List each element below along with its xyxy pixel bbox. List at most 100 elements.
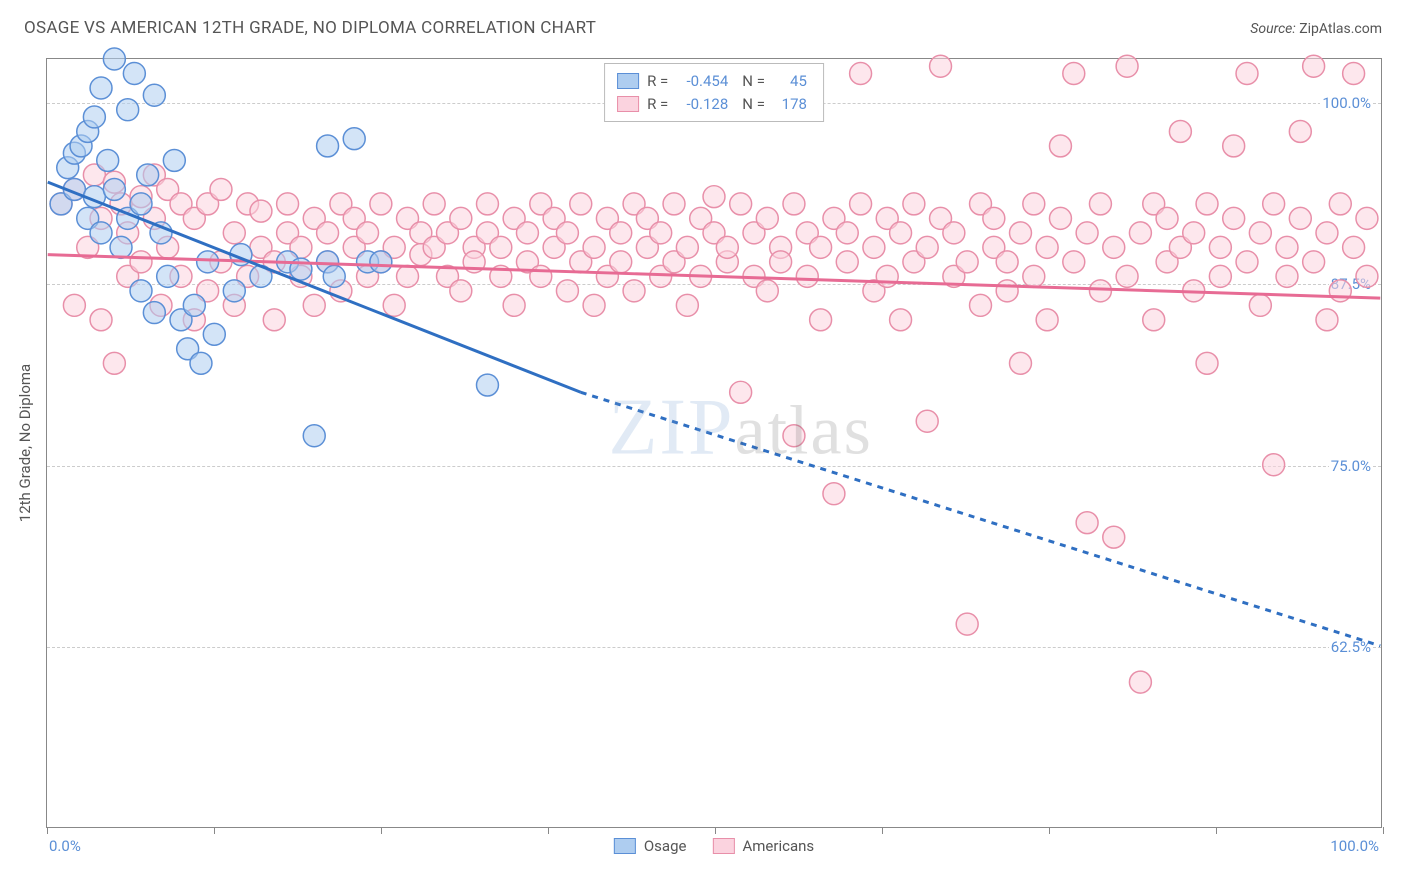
data-point xyxy=(183,294,205,316)
data-point xyxy=(650,222,672,244)
data-point xyxy=(1223,135,1245,157)
data-point xyxy=(223,222,245,244)
data-point xyxy=(756,280,778,302)
page-title: OSAGE VS AMERICAN 12TH GRADE, NO DIPLOMA… xyxy=(24,18,596,38)
data-point xyxy=(1289,207,1311,229)
data-point xyxy=(83,106,105,128)
x-tick xyxy=(882,827,883,834)
data-point xyxy=(570,193,592,215)
data-point xyxy=(357,222,379,244)
legend-item: Americans xyxy=(712,837,814,855)
x-tick xyxy=(548,827,549,834)
data-point xyxy=(1036,236,1058,258)
data-point xyxy=(90,309,112,331)
data-point xyxy=(1289,120,1311,142)
data-point xyxy=(303,425,325,447)
data-point xyxy=(1236,251,1258,273)
data-point xyxy=(383,294,405,316)
data-point xyxy=(163,149,185,171)
data-point xyxy=(1236,63,1258,85)
data-point xyxy=(730,381,752,403)
data-point xyxy=(143,84,165,106)
data-point xyxy=(130,193,152,215)
data-point xyxy=(263,309,285,331)
data-point xyxy=(1343,236,1365,258)
data-point xyxy=(1076,512,1098,534)
data-point xyxy=(1023,193,1045,215)
data-point xyxy=(97,149,119,171)
data-point xyxy=(756,207,778,229)
data-point xyxy=(663,193,685,215)
data-point xyxy=(1343,63,1365,85)
legend-swatch xyxy=(712,838,734,854)
data-point xyxy=(423,193,445,215)
data-point xyxy=(836,222,858,244)
data-point xyxy=(903,193,925,215)
data-point xyxy=(1116,265,1138,287)
data-point xyxy=(476,193,498,215)
data-point xyxy=(1010,222,1032,244)
data-point xyxy=(90,222,112,244)
data-point xyxy=(1103,526,1125,548)
data-point xyxy=(1156,207,1178,229)
data-point xyxy=(130,280,152,302)
data-point xyxy=(63,294,85,316)
trend-line xyxy=(581,392,1381,646)
data-point xyxy=(103,178,125,200)
data-point xyxy=(1263,193,1285,215)
data-point xyxy=(1049,207,1071,229)
data-point xyxy=(516,222,538,244)
data-point xyxy=(890,309,912,331)
data-point xyxy=(1316,309,1338,331)
data-point xyxy=(716,236,738,258)
data-point xyxy=(583,294,605,316)
data-point xyxy=(370,251,392,273)
data-point xyxy=(1049,135,1071,157)
data-point xyxy=(956,251,978,273)
legend-swatch xyxy=(617,73,639,89)
data-point xyxy=(943,222,965,244)
data-point xyxy=(1063,251,1085,273)
y-axis-label: 12th Grade, No Diploma xyxy=(16,364,34,522)
data-point xyxy=(190,352,212,374)
data-point xyxy=(983,207,1005,229)
x-axis-max: 100.0% xyxy=(1330,837,1379,855)
data-point xyxy=(1023,265,1045,287)
data-point xyxy=(1196,352,1218,374)
data-point xyxy=(1196,193,1218,215)
data-point xyxy=(210,178,232,200)
data-point xyxy=(1103,236,1125,258)
x-axis-min: 0.0% xyxy=(49,837,81,855)
x-tick xyxy=(214,827,215,834)
data-point xyxy=(323,265,345,287)
data-point xyxy=(796,265,818,287)
data-point xyxy=(1076,222,1098,244)
data-point xyxy=(397,265,419,287)
x-tick xyxy=(1216,827,1217,834)
data-point xyxy=(1329,193,1351,215)
x-tick xyxy=(1383,827,1384,834)
data-point xyxy=(370,193,392,215)
legend-row: R =-0.454 N =45 xyxy=(617,70,807,93)
data-point xyxy=(103,48,125,70)
data-point xyxy=(317,135,339,157)
data-point xyxy=(1249,222,1271,244)
data-point xyxy=(203,323,225,345)
data-point xyxy=(583,236,605,258)
data-point xyxy=(850,193,872,215)
data-point xyxy=(610,222,632,244)
data-point xyxy=(876,265,898,287)
data-point xyxy=(916,410,938,432)
data-point xyxy=(1063,63,1085,85)
data-point xyxy=(916,236,938,258)
data-point xyxy=(1143,309,1165,331)
data-point xyxy=(676,236,698,258)
scatter-plot xyxy=(47,59,1381,827)
x-tick xyxy=(1049,827,1050,834)
data-point xyxy=(103,352,125,374)
x-tick xyxy=(715,827,716,834)
data-point xyxy=(676,294,698,316)
data-point xyxy=(250,200,272,222)
data-point xyxy=(996,280,1018,302)
data-point xyxy=(303,294,325,316)
